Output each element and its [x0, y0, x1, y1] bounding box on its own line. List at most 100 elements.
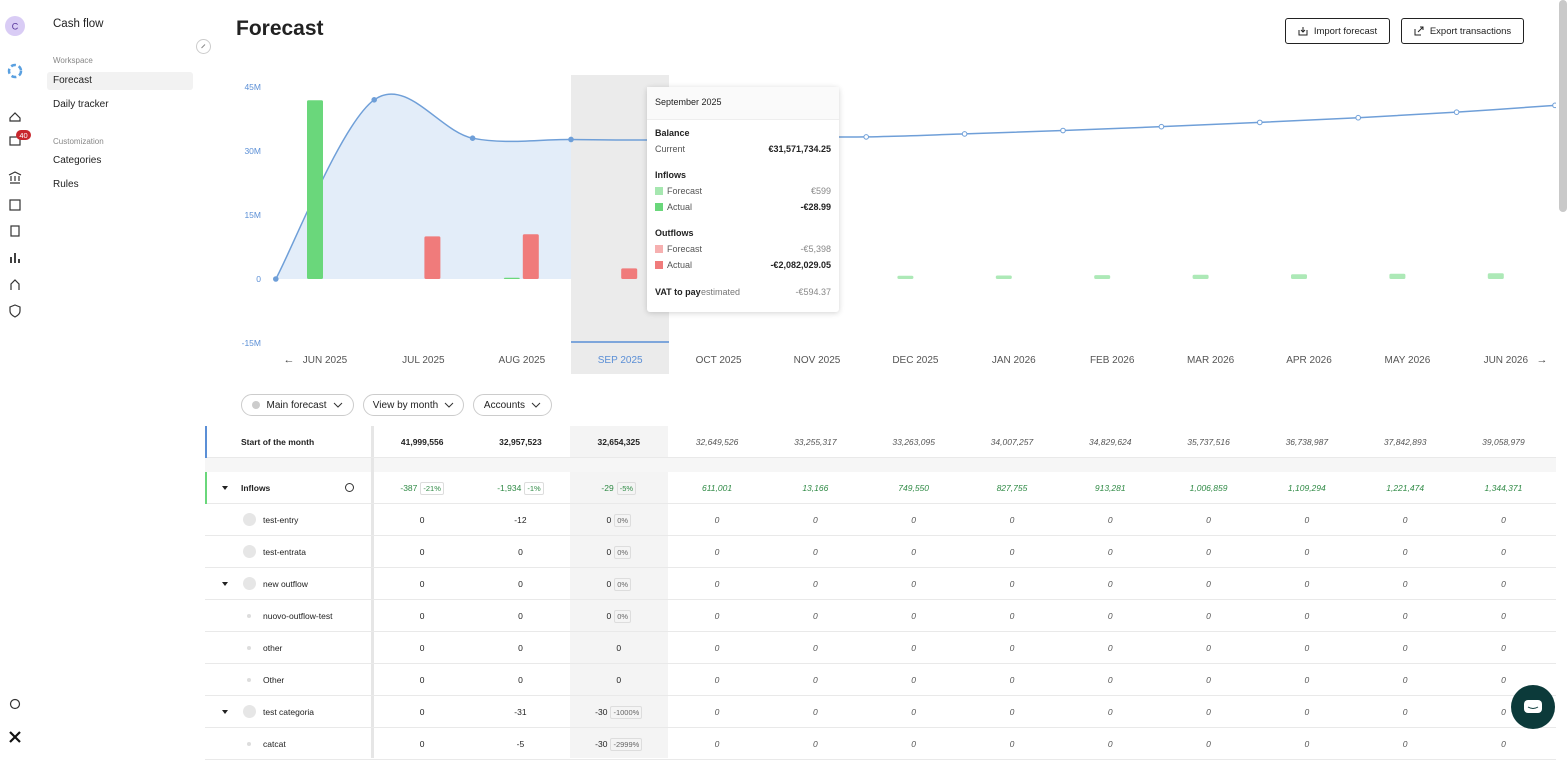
balance-point [1060, 127, 1066, 134]
cell: 0 [766, 536, 864, 568]
cell: 0 [1356, 568, 1454, 600]
chat-button[interactable] [1511, 685, 1555, 729]
cell: 34,829,624 [1061, 426, 1159, 458]
cell-value: 0 [714, 675, 720, 685]
cell: 0 [963, 568, 1061, 600]
inflow-bar [1389, 273, 1406, 279]
cell: 0 [1061, 664, 1159, 696]
cell: 0 [373, 536, 471, 568]
people-icon[interactable] [10, 279, 20, 290]
cell: 0 [865, 600, 963, 632]
home-icon[interactable] [9, 112, 21, 122]
cell-badge: -1000% [610, 705, 643, 719]
cell-value: 913,281 [1094, 483, 1126, 493]
cell-value: 0 [1107, 707, 1113, 717]
legend-square [655, 187, 663, 195]
scrollbar-thumb[interactable] [1559, 0, 1567, 212]
cell: 1,109,294 [1258, 472, 1356, 504]
inflow-bar [1094, 275, 1111, 279]
store-icon[interactable] [9, 199, 21, 211]
page-title: Forecast [236, 17, 324, 40]
legend-square [655, 245, 663, 253]
cell: -387 -21% [373, 472, 471, 504]
inflow-bar [1192, 274, 1209, 279]
row-label: catcat [263, 739, 286, 749]
cell-value: 0 [1402, 611, 1408, 621]
tooltip-row-label: Forecast [667, 244, 703, 254]
cell-value: 0 [419, 579, 425, 589]
cell: 33,255,317 [766, 426, 864, 458]
row-label: test categoria [263, 707, 315, 717]
cell: 0 [1258, 664, 1356, 696]
prev-arrow[interactable]: ← [284, 354, 295, 366]
tooltip-row-value: -€2,082,029.05 [770, 260, 831, 270]
cell: 0 [963, 728, 1061, 760]
button-label: Export transactions [1429, 25, 1512, 37]
brand-icon[interactable] [9, 731, 21, 743]
cell: 0 [373, 728, 471, 760]
doc-icon[interactable] [10, 225, 20, 237]
cell: 0 [1159, 504, 1257, 536]
bank-icon[interactable] [8, 171, 22, 184]
balance-point [568, 136, 574, 143]
view-filter[interactable]: View by month [363, 394, 464, 416]
cell-value: 0 [812, 739, 818, 749]
row-border [205, 503, 1556, 504]
row-border [205, 599, 1556, 600]
cell: 41,999,556 [373, 426, 471, 458]
cell-value: 0 [714, 611, 720, 621]
cell-value: 0 [812, 643, 818, 653]
collapse-button[interactable] [195, 38, 212, 55]
selected-column [569, 426, 668, 758]
chevron [333, 402, 342, 408]
nav-item[interactable]: Daily tracker [53, 99, 109, 110]
accounts-filter[interactable]: Accounts [473, 394, 552, 416]
row-label: other [263, 643, 283, 653]
chart-icon[interactable] [10, 253, 20, 263]
row-label: test-entrata [263, 547, 306, 557]
cell: 0 0% [570, 568, 668, 600]
inflow-bar [995, 275, 1012, 279]
cell: 0 [1454, 632, 1552, 664]
row-border [205, 535, 1556, 536]
row-label: nuovo-outflow-test [263, 611, 333, 621]
avatar[interactable] [5, 16, 25, 36]
button-label: Import forecast [1313, 25, 1378, 37]
balance-line [275, 93, 1556, 280]
row-border [205, 663, 1556, 664]
cell: 0 [1258, 536, 1356, 568]
tooltip: September 2025 Balance Current €31,571,734… [647, 87, 839, 312]
cell: 0 [1159, 632, 1257, 664]
import-button[interactable]: Import forecast [1285, 18, 1390, 44]
filter-label: View by month [372, 399, 439, 411]
x-tick-label: FEB 2026 [1090, 355, 1135, 366]
logo[interactable] [7, 63, 23, 79]
cell-value: -29 [601, 483, 614, 493]
nav-item[interactable]: Rules [53, 179, 79, 190]
cell-value: 0 [1304, 579, 1310, 589]
settings-icon[interactable] [9, 698, 21, 710]
app-title: Cash flow [53, 18, 104, 30]
cell-value: 32,649,526 [695, 437, 739, 447]
shield-icon[interactable] [9, 304, 21, 318]
inbox-icon[interactable] [9, 136, 21, 146]
nav-item[interactable]: Forecast [53, 75, 92, 86]
row-label: test-entry [263, 515, 299, 525]
next-arrow[interactable]: → [1537, 354, 1548, 366]
row-border [205, 695, 1556, 696]
cell: 39,058,979 [1454, 426, 1552, 458]
nav-item[interactable]: Categories [53, 155, 102, 166]
cell-value: 35,737,516 [1187, 437, 1230, 447]
export-button[interactable]: Export transactions [1401, 18, 1524, 44]
x-tick-label: JUL 2025 [402, 355, 445, 366]
cell: 0 [1061, 632, 1159, 664]
cell: 0 [1454, 728, 1552, 760]
avatar-initial: C [12, 22, 19, 32]
forecast-filter[interactable]: Main forecast [241, 394, 354, 416]
cell: 0 [668, 728, 766, 760]
expand-caret [222, 486, 228, 490]
cell-value: 0 [419, 547, 425, 557]
cell-value: 0 [419, 611, 425, 621]
cell-value: 0 [1402, 675, 1408, 685]
cell: 0 [1159, 600, 1257, 632]
